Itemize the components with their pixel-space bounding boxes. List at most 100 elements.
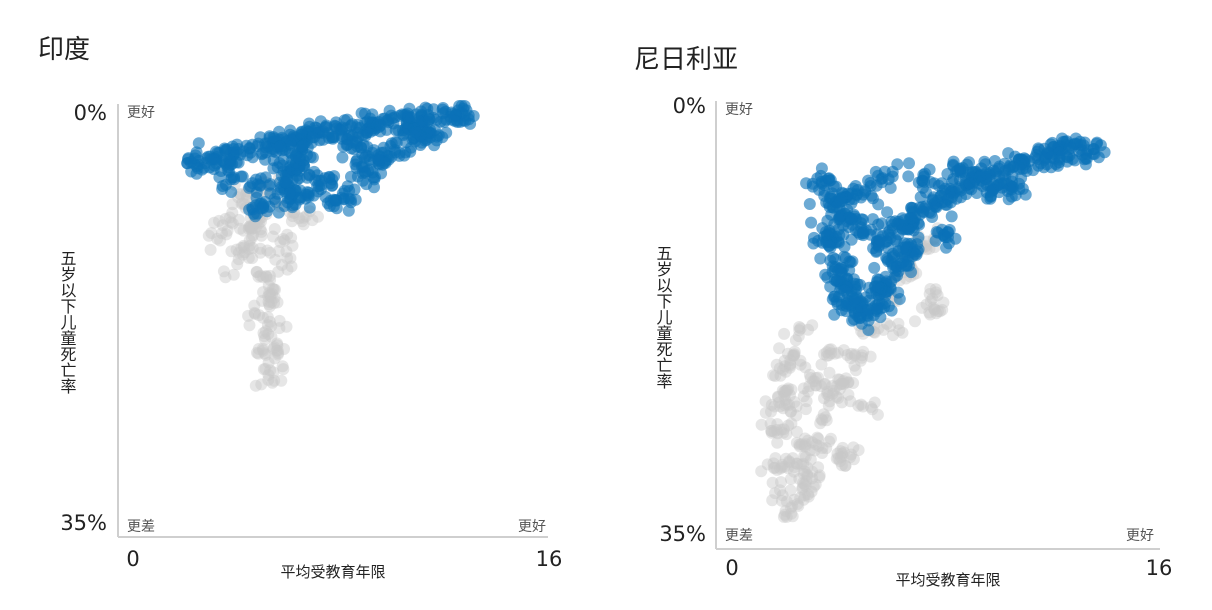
scatter-point-gray [243, 234, 256, 247]
scatter-point-gray [793, 472, 806, 485]
scatter-point-gray [261, 244, 274, 257]
scatter-point-gray [847, 377, 860, 389]
scatter-point-gray [835, 447, 848, 460]
scatter-point-blue [409, 126, 422, 138]
scatter-point-blue [884, 232, 897, 244]
scatter-point-gray [257, 286, 270, 299]
scatter-point-gray [779, 505, 792, 517]
scatter-point-blue [325, 179, 338, 192]
scatter-point-gray [267, 283, 280, 296]
scatter-point-gray [834, 445, 847, 458]
scatter-point-gray [256, 294, 269, 307]
scatter-point-gray [845, 448, 858, 461]
scatter-point-blue [862, 314, 875, 327]
scatter-point-gray [834, 378, 847, 391]
scatter-point-blue [869, 165, 882, 178]
scatter-point-blue [336, 151, 349, 164]
scatter-point-gray [779, 360, 792, 373]
scatter-point-gray [819, 411, 832, 424]
scatter-point-blue [423, 113, 436, 126]
scatter-point-gray [778, 386, 790, 399]
scatter-point-gray [811, 431, 824, 444]
scatter-point-blue [373, 154, 386, 167]
scatter-point-gray [761, 458, 774, 471]
y-tick-label-top: 0% [673, 94, 706, 118]
scatter-point-gray [810, 379, 823, 392]
scatter-point-blue [872, 218, 885, 231]
scatter-point-gray [864, 350, 877, 363]
scatter-point-gray [799, 479, 812, 492]
scatter-point-gray [774, 400, 787, 413]
scatter-point-gray [202, 229, 215, 242]
scatter-point-gray [772, 391, 785, 404]
scatter-point-gray [805, 485, 818, 498]
scatter-point-gray [837, 344, 850, 357]
scatter-point-gray [231, 258, 244, 271]
scatter-point-gray [204, 243, 217, 256]
scatter-point-gray [219, 212, 232, 225]
scatter-point-gray [808, 375, 821, 388]
scatter-point-blue [1066, 153, 1079, 165]
y-tick-label-bottom: 35% [659, 522, 706, 546]
scatter-point-gray [840, 372, 853, 385]
scatter-point-blue [1027, 164, 1040, 177]
scatter-point-blue [886, 165, 899, 178]
scatter-point-gray [930, 307, 943, 320]
scatter-point-blue [440, 126, 453, 139]
corner-label-bottom-right: 更好 [518, 519, 546, 535]
scatter-point-gray [245, 231, 258, 244]
scatter-point-gray [262, 373, 275, 386]
scatter-point-gray [785, 417, 798, 430]
scatter-point-gray [928, 303, 941, 316]
scatter-point-gray [774, 462, 787, 475]
scatter-point-gray [847, 453, 860, 466]
corner-label-bottom-left: 更差 [127, 519, 155, 535]
scatter-point-blue [926, 211, 939, 223]
scatter-point-gray [244, 221, 257, 234]
scatter-point-blue [192, 137, 205, 150]
x-axis-title: 平均受教育年限 [280, 563, 385, 581]
scatter-point-blue [828, 273, 841, 286]
scatter-point-gray [264, 246, 277, 259]
scatter-point-gray [790, 436, 803, 449]
scatter-point-gray [278, 343, 290, 355]
scatter-point-gray [263, 298, 276, 311]
scatter-point-blue [458, 100, 471, 112]
scatter-point-gray [871, 408, 884, 421]
scatter-point-gray [833, 382, 846, 395]
scatter-point-gray [774, 369, 787, 382]
scatter-point-gray [909, 315, 921, 328]
scatter-point-gray [211, 232, 224, 245]
scatter-point-gray [768, 400, 781, 413]
scatter-point-blue [989, 165, 1002, 178]
scatter-point-gray [777, 510, 790, 523]
scatter-point-gray [884, 320, 896, 333]
scatter-point-blue [812, 234, 825, 247]
scatter-point-gray [267, 230, 279, 243]
scatter-point-gray [777, 426, 790, 439]
scatter-point-gray [779, 365, 792, 378]
scatter-point-blue [834, 194, 847, 207]
scatter-point-blue [301, 171, 314, 184]
scatter-point-gray [797, 493, 810, 506]
scatter-point-gray [830, 452, 843, 465]
scatter-point-gray [778, 399, 791, 412]
scatter-point-gray [927, 301, 940, 314]
scatter-point-gray [798, 489, 811, 502]
scatter-point-gray [775, 461, 788, 474]
scatter-point-blue [821, 228, 834, 241]
scatter-point-gray [293, 212, 306, 225]
scatter-point-gray [759, 406, 772, 419]
scatter-point-gray [937, 296, 950, 309]
scatter-point-gray [306, 214, 319, 227]
scatter-point-gray [264, 288, 277, 301]
scatter-point-gray [226, 217, 239, 230]
scatter-point-gray [838, 377, 851, 390]
scatter-point-gray [788, 493, 801, 506]
scatter-point-blue [351, 118, 364, 131]
scatter-point-gray [797, 457, 810, 470]
scatter-point-blue [820, 196, 833, 209]
chart-panel-india: 印度 0% 35% 更好 更差 更好 0 16 平均受教育年限 五岁以下儿童死亡… [38, 35, 562, 581]
scatter-point-gray [264, 273, 277, 286]
scatter-point-gray [780, 495, 793, 508]
